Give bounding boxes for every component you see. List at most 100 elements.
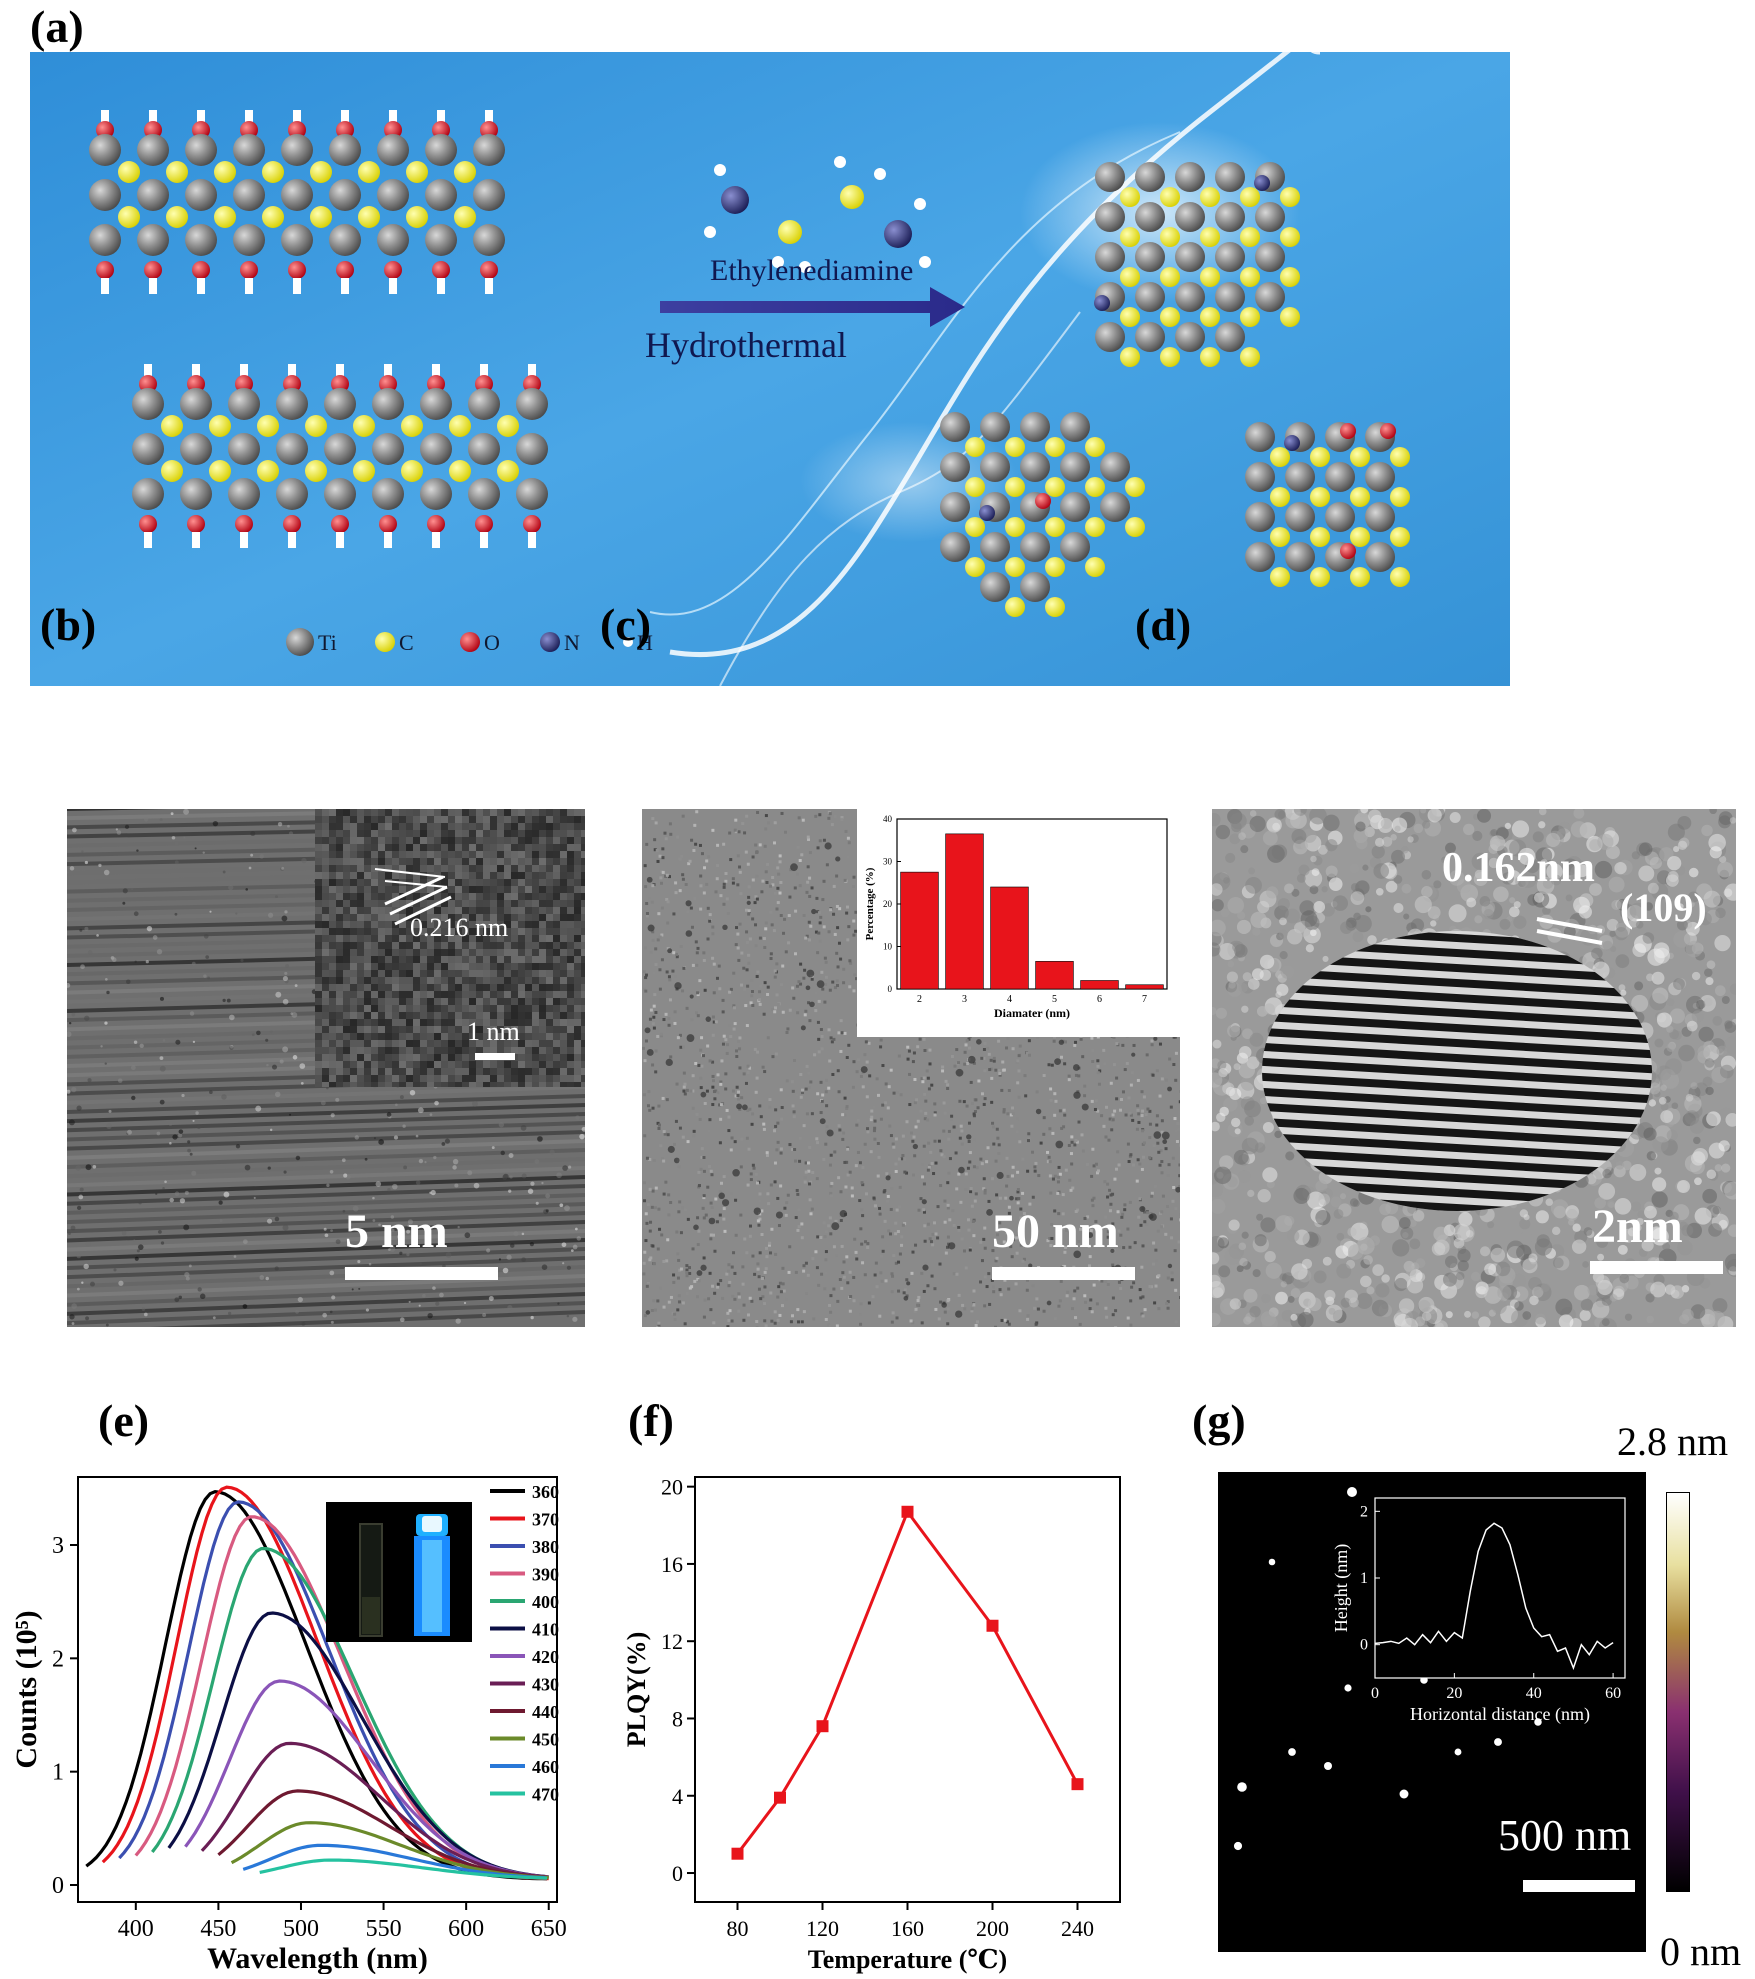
plot-frame bbox=[695, 1477, 1120, 1902]
y-tick-label: 20 bbox=[883, 899, 893, 909]
afm-particle bbox=[1237, 1782, 1247, 1792]
y-tick-label: 12 bbox=[661, 1629, 683, 1654]
legend-label-o: O bbox=[484, 630, 500, 655]
histogram-bar bbox=[1036, 961, 1074, 989]
legend-label: 440 bbox=[532, 1702, 559, 1722]
y-tick-label: 40 bbox=[883, 814, 893, 824]
y-axis-label: Counts (10⁵) bbox=[10, 1610, 43, 1768]
x-tick-label: 80 bbox=[727, 1916, 749, 1941]
scale-label-c: 50 nm bbox=[992, 1204, 1119, 1259]
y-tick-label: 0 bbox=[52, 1873, 64, 1899]
y-tick-label: 30 bbox=[883, 857, 893, 867]
legend-label-ti: Ti bbox=[318, 630, 337, 655]
carbon-atom bbox=[840, 185, 864, 209]
scale-label-b: 5 nm bbox=[345, 1204, 448, 1259]
y-tick-label: 0 bbox=[888, 984, 893, 994]
plot-frame bbox=[78, 1477, 557, 1902]
y-tick-label: 10 bbox=[883, 942, 893, 952]
y-tick-label: 2 bbox=[1360, 1503, 1368, 1520]
panel-a-label: (a) bbox=[30, 0, 84, 53]
y-axis-label: Percentage (%) bbox=[864, 867, 876, 940]
legend-label-n: N bbox=[564, 630, 580, 655]
spacing-marker-b bbox=[315, 809, 585, 1087]
y-tick-label: 20 bbox=[661, 1475, 683, 1500]
y-axis-label: PLQY(%) bbox=[622, 1632, 651, 1748]
panel-f-label: (f) bbox=[628, 1394, 674, 1447]
x-axis-label: Temperature (℃) bbox=[808, 1945, 1007, 1974]
x-tick-label: 400 bbox=[118, 1916, 154, 1942]
inset-scale-bar bbox=[475, 1053, 515, 1060]
afm-particle bbox=[1234, 1842, 1242, 1850]
panel-c-label: (c) bbox=[600, 598, 651, 651]
plot-frame bbox=[1375, 1498, 1625, 1678]
legend-label: 420 bbox=[532, 1647, 559, 1667]
plqy-point bbox=[774, 1792, 786, 1804]
inset-scale-label: 1 nm bbox=[467, 1017, 520, 1047]
afm-particle bbox=[1269, 1559, 1276, 1566]
scale-bar-d bbox=[1590, 1261, 1723, 1274]
panel-b-label: (b) bbox=[40, 598, 96, 651]
afm-particle bbox=[1400, 1790, 1409, 1799]
x-axis-label: Horizontal distance (nm) bbox=[1410, 1704, 1590, 1725]
legend-label: 450 bbox=[532, 1730, 559, 1750]
y-tick-label: 2 bbox=[52, 1646, 64, 1672]
x-tick-label: 0 bbox=[1371, 1685, 1379, 1702]
legend-label: 460 bbox=[532, 1757, 559, 1777]
legend-atom-c bbox=[375, 632, 395, 652]
panel-g-label: (g) bbox=[1192, 1394, 1246, 1447]
reagent-label: Ethylenediamine bbox=[710, 254, 913, 287]
x-tick-label: 600 bbox=[448, 1916, 484, 1942]
inset-hrtem-b: 0.216 nm 1 nm bbox=[315, 809, 585, 1087]
x-axis-label: Diamater (nm) bbox=[994, 1006, 1070, 1020]
x-tick-label: 550 bbox=[366, 1916, 402, 1942]
x-tick-label: 40 bbox=[1526, 1685, 1542, 1702]
nitrogen-atom bbox=[721, 186, 749, 214]
histogram-bar bbox=[901, 872, 939, 989]
x-tick-label: 240 bbox=[1061, 1916, 1094, 1941]
y-tick-label: 1 bbox=[1360, 1570, 1368, 1587]
legend-label-c: C bbox=[399, 630, 414, 655]
legend-label: 430 bbox=[532, 1675, 559, 1695]
scale-label-g: 500 nm bbox=[1498, 1810, 1631, 1861]
spectrum-line bbox=[169, 1613, 546, 1877]
legend-label: 400 bbox=[532, 1592, 559, 1612]
plqy-point bbox=[902, 1506, 914, 1518]
height-colorbar bbox=[1666, 1492, 1690, 1892]
hrtem-image-d: 0.162nm (109) 2nm bbox=[1212, 809, 1736, 1327]
plqy-line bbox=[738, 1512, 1078, 1854]
x-tick-label: 4 bbox=[1007, 994, 1012, 1005]
process-label: Hydrothermal bbox=[645, 325, 847, 365]
x-axis-label: Wavelength (nm) bbox=[207, 1942, 428, 1974]
histogram-bar bbox=[946, 834, 984, 989]
afm-particle bbox=[1288, 1748, 1296, 1756]
hrtem-image-b: 0.216 nm 1 nm 5 nm bbox=[67, 809, 585, 1327]
y-tick-label: 3 bbox=[52, 1533, 64, 1559]
y-tick-label: 1 bbox=[52, 1760, 64, 1786]
x-tick-label: 5 bbox=[1052, 994, 1057, 1005]
x-tick-label: 160 bbox=[891, 1916, 924, 1941]
x-tick-label: 3 bbox=[962, 994, 967, 1005]
x-tick-label: 650 bbox=[531, 1916, 567, 1942]
scale-label-d: 2nm bbox=[1592, 1199, 1683, 1254]
x-tick-label: 20 bbox=[1446, 1685, 1462, 1702]
histogram-bar bbox=[1126, 985, 1164, 989]
panel-e-label: (e) bbox=[98, 1394, 149, 1447]
legend-label: 380 bbox=[532, 1537, 559, 1557]
mxene-layer bbox=[89, 110, 505, 294]
mxene-layer bbox=[132, 364, 548, 548]
cuvette-photo bbox=[326, 1502, 472, 1642]
y-tick-label: 16 bbox=[661, 1552, 683, 1577]
legend-label: 390 bbox=[532, 1565, 559, 1585]
x-tick-label: 450 bbox=[200, 1916, 236, 1942]
legend-label: 370 bbox=[532, 1510, 559, 1530]
spacing-label-d: 0.162nm bbox=[1442, 844, 1595, 892]
histogram-bar bbox=[1081, 981, 1119, 990]
